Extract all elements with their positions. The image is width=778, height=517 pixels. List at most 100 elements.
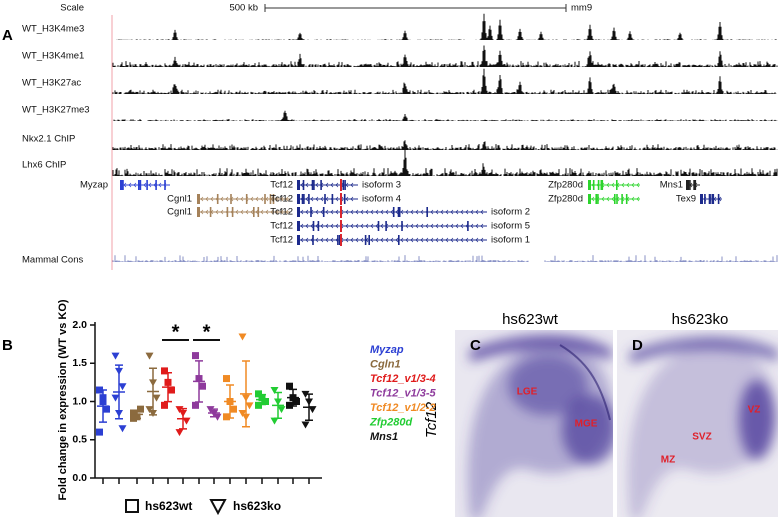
- data-point: [255, 401, 262, 409]
- data-point: [111, 394, 120, 402]
- data-point: [164, 378, 172, 386]
- data-point: [270, 417, 279, 425]
- data-point: [179, 409, 187, 417]
- data-point: [226, 398, 234, 405]
- data-point: [262, 398, 269, 405]
- data-point: [99, 394, 107, 402]
- legend-label: Tcf12_v1/2-2: [370, 402, 436, 414]
- data-point: [161, 401, 168, 409]
- highlight: [340, 220, 342, 232]
- exon: [704, 194, 706, 204]
- data-point: [149, 379, 157, 387]
- data-point: [182, 417, 191, 425]
- exon: [397, 207, 400, 217]
- exon: [146, 180, 148, 190]
- legend-label: Cgln1: [370, 358, 401, 370]
- exon: [364, 235, 367, 245]
- exon: [269, 194, 272, 204]
- exon: [331, 194, 334, 204]
- isoform-label: isoform 5: [491, 221, 530, 232]
- gene-label: Myzap: [80, 180, 108, 191]
- exon: [597, 194, 599, 204]
- y-axis-label: Fold change in expression (WT vs KO): [57, 299, 69, 500]
- gene-label: Zfp280d: [548, 180, 583, 191]
- gene-label: Zfp280d: [548, 194, 583, 205]
- data-point: [258, 394, 266, 402]
- highlight: [340, 206, 342, 218]
- data-point: [238, 409, 247, 417]
- exon: [302, 180, 305, 190]
- exon: [338, 235, 341, 245]
- data-point: [195, 375, 203, 383]
- exon: [398, 207, 401, 217]
- data-point: [242, 413, 250, 421]
- data-point: [118, 425, 127, 433]
- data-point: [130, 414, 137, 422]
- gene-label: Tcf12: [270, 235, 293, 246]
- exon: [595, 194, 597, 204]
- exon: [712, 194, 715, 204]
- error-bar: [303, 393, 315, 422]
- data-point: [274, 398, 282, 406]
- y-tick-label: 1.0: [72, 395, 87, 407]
- exon: [709, 194, 711, 204]
- track-label: WT_H3K27ac: [22, 78, 81, 89]
- region-label: VZ: [748, 405, 761, 416]
- data-point: [270, 387, 279, 395]
- exon: [216, 194, 219, 204]
- legend-label: hs623wt: [145, 499, 192, 513]
- exon: [689, 180, 691, 190]
- gene-label: Tcf12: [270, 180, 293, 191]
- region-label: MZ: [661, 455, 675, 466]
- panel-title: hs623ko: [672, 311, 729, 328]
- signal-track: [112, 146, 778, 176]
- data-point: [103, 405, 110, 413]
- region-label: SVZ: [692, 432, 711, 443]
- data-point: [293, 398, 300, 405]
- exon: [625, 194, 628, 204]
- exon: [342, 180, 345, 190]
- legend-label: Myzap: [370, 344, 404, 356]
- exon: [368, 235, 370, 245]
- exon: [226, 207, 229, 217]
- gene-label: Cgnl1: [167, 194, 192, 205]
- data-point: [192, 401, 199, 409]
- exon: [717, 194, 720, 204]
- data-point: [115, 409, 123, 417]
- exon: [155, 180, 157, 190]
- data-point: [206, 406, 215, 414]
- data-point: [168, 386, 175, 394]
- data-point: [242, 394, 250, 402]
- data-point: [115, 367, 123, 375]
- exon: [621, 194, 623, 204]
- exon: [694, 180, 697, 190]
- exon: [297, 207, 300, 217]
- exon: [588, 194, 591, 204]
- data-point: [175, 429, 184, 437]
- y-tick-label: 0.5: [72, 434, 87, 446]
- track-label: WT_H3K4me1: [22, 51, 84, 62]
- data-point: [277, 406, 286, 414]
- conservation-track: [112, 255, 778, 262]
- exon: [313, 180, 315, 190]
- y-tick-label: 2.0: [72, 319, 87, 331]
- exon: [297, 180, 300, 190]
- track-label: Nkx2.1 ChIP: [22, 134, 75, 145]
- data-point: [289, 394, 297, 402]
- assembly-label: mm9: [571, 3, 592, 14]
- y-tick-label: 0.0: [72, 472, 87, 484]
- exon: [592, 180, 595, 190]
- exon: [401, 221, 403, 231]
- exon: [164, 180, 166, 190]
- data-point: [223, 375, 230, 383]
- panel-letter: C: [470, 337, 481, 354]
- exon: [197, 194, 200, 204]
- legend-label: Tcf12_v1/3-5: [370, 387, 437, 399]
- data-point: [96, 428, 103, 436]
- signal-track: [112, 45, 778, 67]
- region-label: LGE: [517, 387, 538, 398]
- track-label: Mammal Cons: [22, 255, 83, 266]
- data-point: [152, 394, 161, 402]
- data-point: [213, 413, 222, 421]
